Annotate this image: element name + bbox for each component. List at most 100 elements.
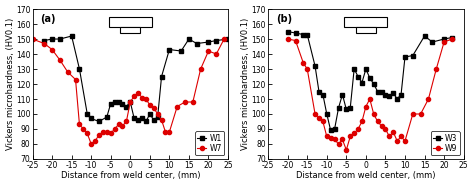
W1 xyxy=(112,101,118,103)
Text: (b): (b) xyxy=(276,14,292,24)
W1 xyxy=(151,119,156,121)
W7 xyxy=(174,105,180,108)
W7 xyxy=(135,92,141,94)
X-axis label: Distance from weld center, (mm): Distance from weld center, (mm) xyxy=(296,171,436,180)
W3 xyxy=(394,98,400,100)
W3 xyxy=(391,92,396,94)
W7 xyxy=(190,101,196,103)
W3 xyxy=(285,31,291,33)
W3 xyxy=(332,128,337,130)
W3 xyxy=(344,108,349,111)
W7 xyxy=(213,53,219,55)
W9 xyxy=(383,128,388,130)
W7 xyxy=(88,143,94,145)
W3 xyxy=(312,65,318,67)
W7 xyxy=(182,101,188,103)
W7 xyxy=(81,128,86,130)
Y-axis label: Vickers microhardness, (HV0.1): Vickers microhardness, (HV0.1) xyxy=(241,18,250,150)
W7 xyxy=(30,38,36,40)
W9 xyxy=(410,113,416,115)
W7 xyxy=(159,119,164,121)
W1 xyxy=(77,68,82,70)
W7 xyxy=(73,78,78,81)
W7 xyxy=(116,123,121,126)
W7 xyxy=(65,71,71,73)
W1 xyxy=(143,120,149,123)
Bar xyxy=(109,17,152,27)
W3 xyxy=(320,93,326,96)
W7 xyxy=(221,38,227,40)
W1 xyxy=(119,102,125,105)
W7 xyxy=(92,140,98,142)
W9 xyxy=(292,39,298,42)
W9 xyxy=(418,113,423,115)
W9 xyxy=(347,135,353,138)
W1 xyxy=(84,113,90,115)
W3 xyxy=(371,83,376,85)
W9 xyxy=(328,137,334,139)
W9 xyxy=(375,120,381,123)
W1 xyxy=(213,39,219,42)
W7 xyxy=(119,125,125,127)
W7 xyxy=(143,98,149,100)
W3 xyxy=(339,93,345,96)
Y-axis label: Vickers microhardness, (HV0.1): Vickers microhardness, (HV0.1) xyxy=(6,18,15,150)
W9 xyxy=(394,140,400,142)
X-axis label: Distance from weld center, (mm): Distance from weld center, (mm) xyxy=(61,171,200,180)
W1 xyxy=(194,42,200,45)
Bar xyxy=(356,27,376,33)
W3 xyxy=(367,77,373,79)
W9 xyxy=(339,138,345,141)
W7 xyxy=(128,101,133,103)
W3 xyxy=(449,36,455,39)
W1 xyxy=(57,38,63,40)
W1 xyxy=(124,105,129,108)
W9 xyxy=(320,120,326,123)
W9 xyxy=(332,138,337,141)
W7 xyxy=(104,131,109,133)
Line: W7: W7 xyxy=(30,37,226,146)
W1 xyxy=(225,38,231,40)
W7 xyxy=(108,132,114,135)
W1 xyxy=(108,102,114,105)
W7 xyxy=(147,104,153,106)
W1 xyxy=(41,39,47,42)
W7 xyxy=(96,134,102,136)
W9 xyxy=(367,98,373,100)
W7 xyxy=(166,131,172,133)
Line: W9: W9 xyxy=(286,37,454,152)
W9 xyxy=(285,38,291,40)
W1 xyxy=(116,101,121,103)
W9 xyxy=(379,125,384,127)
Bar xyxy=(120,27,140,33)
W3 xyxy=(347,107,353,109)
W9 xyxy=(304,68,310,70)
W1 xyxy=(88,117,94,120)
W9 xyxy=(336,143,341,145)
W3 xyxy=(379,90,384,93)
W3 xyxy=(355,75,361,78)
W7 xyxy=(84,132,90,135)
W3 xyxy=(324,113,329,115)
W3 xyxy=(398,93,404,96)
W1 xyxy=(104,116,109,118)
W3 xyxy=(375,90,381,93)
W9 xyxy=(426,98,431,100)
W9 xyxy=(301,62,306,64)
W1 xyxy=(139,117,145,120)
W1 xyxy=(96,120,102,123)
W7 xyxy=(198,68,203,70)
W1 xyxy=(159,75,164,78)
W7 xyxy=(124,120,129,123)
W3 xyxy=(359,81,365,84)
W9 xyxy=(363,105,369,108)
W9 xyxy=(316,117,322,120)
W1 xyxy=(206,41,211,43)
Legend: W3, W9: W3, W9 xyxy=(431,132,460,155)
W1 xyxy=(49,38,55,40)
W3 xyxy=(301,33,306,36)
W1 xyxy=(135,119,141,121)
W3 xyxy=(336,107,341,109)
W9 xyxy=(391,131,396,133)
W9 xyxy=(355,128,361,130)
